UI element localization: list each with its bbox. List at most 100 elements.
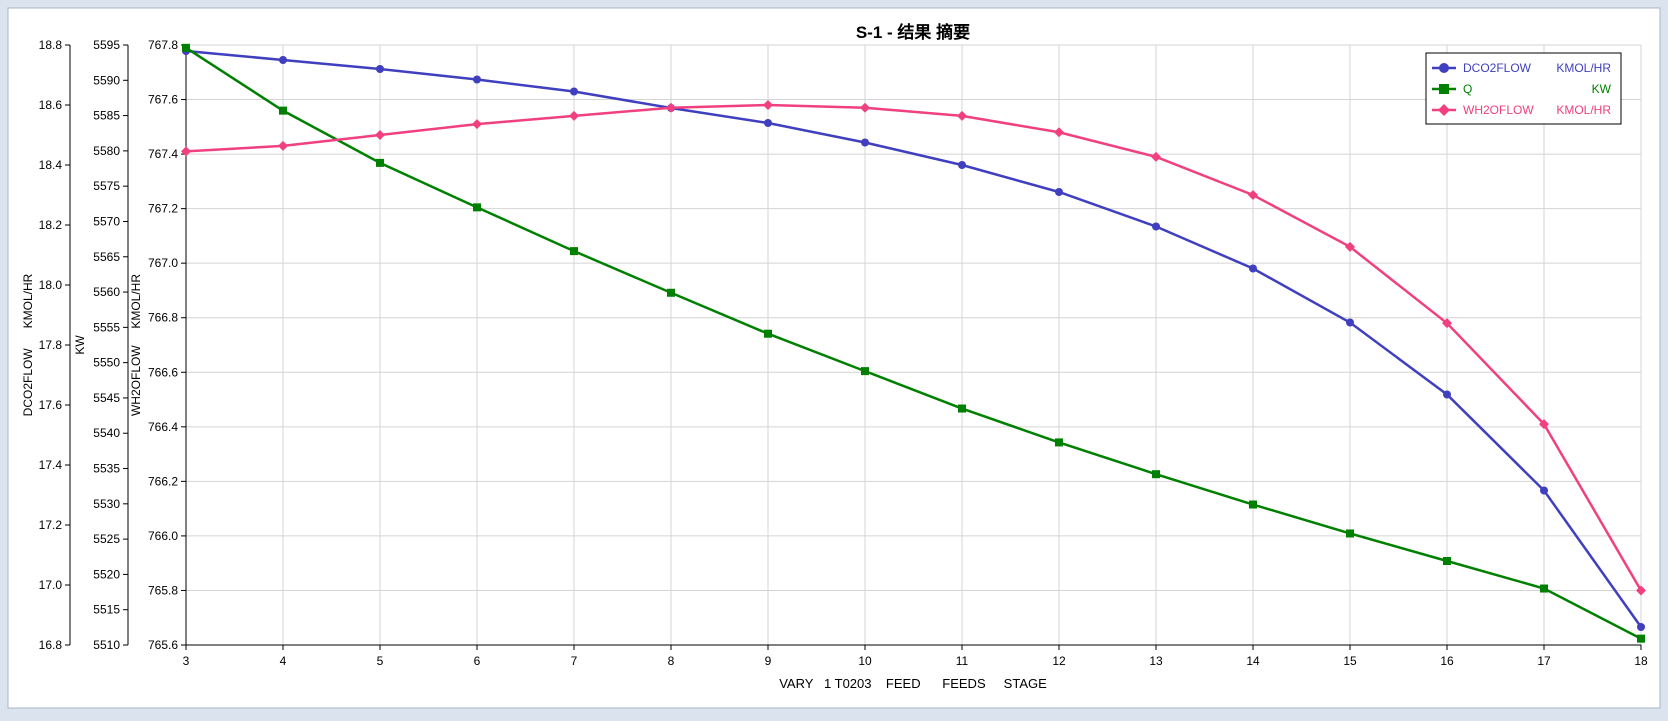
dco2flow-point xyxy=(861,138,869,147)
dco2-y-tick-label: 17.4 xyxy=(39,458,63,472)
dco2flow-point xyxy=(1249,264,1257,273)
dco2flow-point xyxy=(570,87,578,96)
dco2-y-tick-label: 18.2 xyxy=(39,218,63,232)
wh2oflow-point xyxy=(1151,151,1161,162)
q-y-tick-label: 5540 xyxy=(93,426,120,440)
x-tick-label: 12 xyxy=(1052,654,1066,668)
dco2-y-tick-label: 18.0 xyxy=(39,278,63,292)
q-y-tick-label: 5560 xyxy=(93,285,120,299)
q-point xyxy=(570,247,578,256)
legend-series-name: WH2OFLOW xyxy=(1463,103,1534,117)
q-y-tick-label: 5515 xyxy=(93,603,120,617)
dco2-y-tick-label: 16.8 xyxy=(39,638,63,652)
q-point xyxy=(1249,500,1257,509)
q-point xyxy=(1346,529,1354,538)
wh2o-y-tick-label: 767.0 xyxy=(148,256,178,270)
q-point xyxy=(1152,470,1160,479)
x-tick-label: 17 xyxy=(1537,654,1551,668)
dco2flow-point xyxy=(1540,486,1548,495)
dco2flow-point xyxy=(279,56,287,64)
legend-series-unit: KMOL/HR xyxy=(1556,103,1611,117)
wh2o-y-axis-title: WH2OFLOW KMOL/HR xyxy=(129,274,143,416)
wh2oflow-point xyxy=(763,100,773,110)
x-tick-label: 11 xyxy=(956,654,969,668)
q-point xyxy=(376,158,384,167)
wh2oflow-point xyxy=(666,102,676,113)
dco2flow-point xyxy=(958,161,966,169)
wh2oflow-point xyxy=(860,102,870,113)
wh2oflow-point xyxy=(181,146,191,157)
wh2o-y-tick-label: 766.8 xyxy=(148,311,178,325)
x-tick-label: 14 xyxy=(1246,654,1260,668)
wh2o-y-tick-label: 767.4 xyxy=(148,147,178,161)
wh2oflow-point xyxy=(957,110,967,121)
wh2oflow-point xyxy=(1248,190,1258,200)
dco2-y-tick-label: 17.8 xyxy=(39,338,63,352)
wh2oflow-line xyxy=(185,103,1643,592)
wh2o-y-tick-label: 766.0 xyxy=(148,529,178,543)
x-tick-label: 16 xyxy=(1440,654,1454,668)
wh2o-y-tick-label: 767.8 xyxy=(148,38,178,52)
dco2-y-tick-label: 18.8 xyxy=(39,38,63,52)
q-point xyxy=(764,329,772,338)
q-point xyxy=(473,203,481,212)
legend-series-unit: KW xyxy=(1592,82,1612,96)
wh2o-y-tick-label: 766.4 xyxy=(148,420,178,434)
q-y-tick-label: 5565 xyxy=(93,250,120,264)
x-tick-label: 6 xyxy=(474,654,481,668)
q-y-tick-label: 5520 xyxy=(93,567,120,581)
q-point xyxy=(1540,584,1548,593)
q-y-tick-label: 5570 xyxy=(93,214,120,228)
x-axis-title: VARY 1 T0203 FEED FEEDS STAGE xyxy=(779,676,1047,691)
wh2oflow-point xyxy=(1442,318,1452,329)
q-y-tick-label: 5585 xyxy=(93,109,120,123)
dco2-y-tick-label: 17.6 xyxy=(39,398,63,412)
q-y-tick-label: 5550 xyxy=(93,356,120,370)
dco2flow-point xyxy=(1443,390,1451,399)
x-tick-label: 3 xyxy=(183,654,190,668)
dco2-y-axis-title: DCO2FLOW KMOL/HR xyxy=(21,273,35,416)
dco2flow-point xyxy=(764,119,772,127)
dco2-y-tick-label: 17.0 xyxy=(39,578,63,592)
dco2flow-line xyxy=(185,49,1643,628)
legend-marker xyxy=(1439,63,1449,73)
legend-series-unit: KMOL/HR xyxy=(1556,61,1611,75)
dco2flow-point xyxy=(1055,188,1063,196)
axes: 3 4 5 6 7 8 9 10 11 12 13 14 15 16 17 18 16.8 17.0 17.2 17.… xyxy=(21,38,1648,668)
dco2flow-point xyxy=(1346,318,1354,327)
q-point xyxy=(182,43,190,52)
q-line xyxy=(185,46,1642,640)
dco2flow-point xyxy=(376,65,384,73)
series-layer xyxy=(181,43,1646,643)
x-tick-label: 5 xyxy=(377,654,384,668)
wh2oflow-point xyxy=(1054,127,1064,138)
wh2oflow-point xyxy=(375,130,385,140)
q-y-tick-label: 5590 xyxy=(93,73,120,87)
q-point xyxy=(861,367,869,376)
wh2oflow-point xyxy=(1345,241,1355,252)
wh2o-y-tick-label: 766.2 xyxy=(148,474,178,488)
q-y-tick-label: 5580 xyxy=(93,144,120,158)
dco2flow-point xyxy=(1637,623,1645,631)
wh2o-y-tick-label: 765.6 xyxy=(148,638,178,652)
legend-series-name: Q xyxy=(1463,82,1472,96)
dco2flow-point xyxy=(1152,222,1160,231)
dco2-y-tick-label: 18.6 xyxy=(39,98,63,112)
legend: DCO2FLOW KMOL/HR Q KW WH2OFLOW KMOL/HR xyxy=(1425,52,1622,125)
chart-title: S-1 - 结果 摘要 xyxy=(856,22,970,42)
q-point xyxy=(1055,438,1063,447)
wh2o-y-tick-label: 767.2 xyxy=(148,202,178,216)
wh2oflow-point xyxy=(278,140,288,151)
x-tick-label: 8 xyxy=(668,654,675,668)
q-point xyxy=(1637,634,1645,643)
q-y-tick-label: 5575 xyxy=(93,179,120,193)
q-y-tick-label: 5535 xyxy=(93,462,120,476)
wh2oflow-point xyxy=(472,119,482,130)
x-tick-label: 4 xyxy=(280,654,287,668)
wh2oflow-point xyxy=(1636,585,1646,596)
wh2o-y-tick-label: 766.6 xyxy=(148,365,178,379)
q-y-tick-label: 5545 xyxy=(93,391,120,405)
legend-marker xyxy=(1438,104,1450,116)
